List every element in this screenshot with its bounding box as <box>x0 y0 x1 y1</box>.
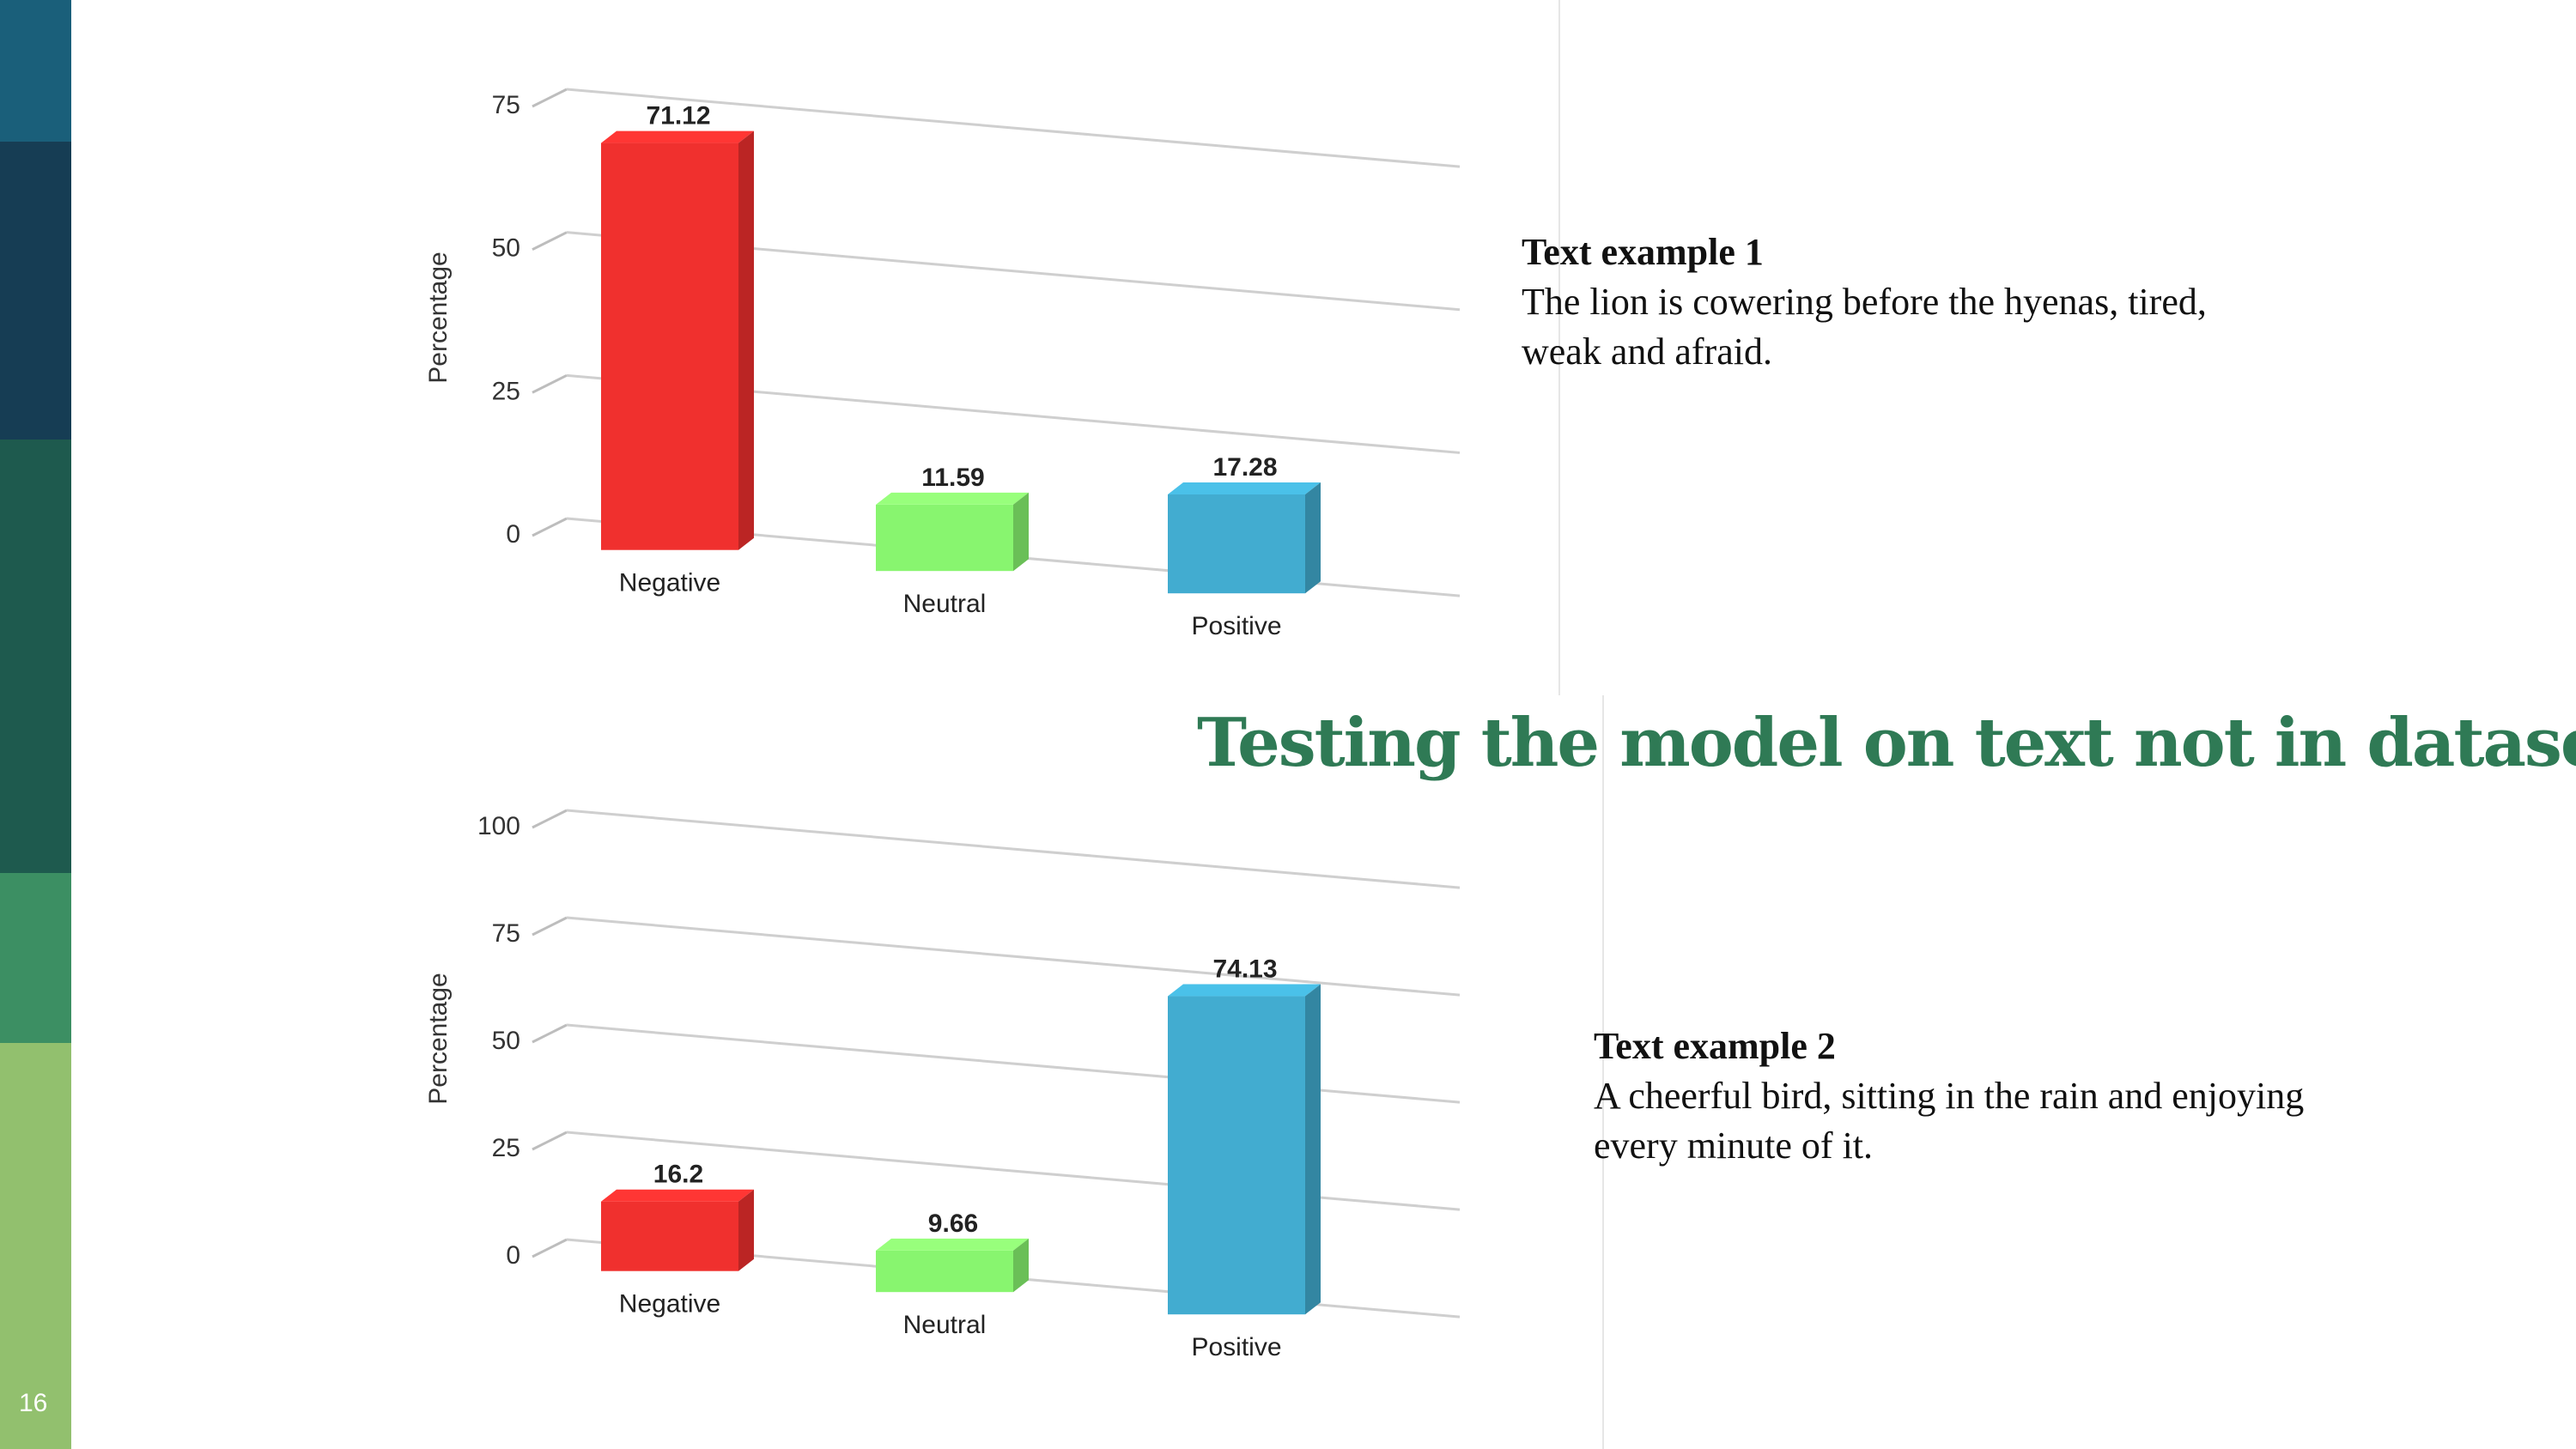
y-tick-label: 75 <box>492 91 520 119</box>
bar-top <box>601 130 754 143</box>
sidebar-stripe: 16 <box>0 0 71 1449</box>
grid-connector <box>532 88 568 108</box>
example-text: A cheerful bird, sitting in the rain and… <box>1594 1075 2305 1167</box>
y-axis-label: Percentage <box>424 973 453 1104</box>
bar-negative: 16.2 Negative <box>601 1161 754 1319</box>
text-example-2: Text example 2 A cheerful bird, sitting … <box>1594 1022 2349 1171</box>
bar-negative: 71.12 Negative <box>601 102 754 597</box>
y-tick-label: 75 <box>492 919 520 948</box>
bar-top <box>876 492 1029 505</box>
grid-line <box>566 1023 1461 1104</box>
x-tick-label: Negative <box>619 1290 720 1319</box>
bar-top <box>1168 984 1321 997</box>
bar-side <box>1305 984 1321 1315</box>
grid-line <box>566 809 1461 889</box>
bar-neutral: 11.59 Neutral <box>876 464 1029 618</box>
y-tick-label: 100 <box>477 812 520 840</box>
separator-line <box>1558 0 1560 695</box>
grid-line <box>566 88 1461 168</box>
bar-side <box>738 130 754 550</box>
slide-title: Testing the model on text not in dataset <box>1197 704 2576 782</box>
sidebar-segment <box>0 873 71 1043</box>
bar-neutral: 9.66 Neutral <box>876 1210 1029 1339</box>
grid-connector <box>532 231 568 252</box>
bar-top <box>601 1189 754 1202</box>
sidebar-segment <box>0 0 71 142</box>
example-heading: Text example 2 <box>1594 1025 1836 1067</box>
bar-front <box>1168 494 1305 594</box>
grid-line-group: 75 <box>492 916 1461 997</box>
example-text: The lion is cowering before the hyenas, … <box>1522 281 2207 373</box>
x-tick-label: Positive <box>1191 612 1281 640</box>
grid-connector <box>532 916 568 937</box>
sentiment-chart-2: 0 25 50 75 100 Percentage 16.2 Negative 9.66 Neut… <box>424 809 1461 1361</box>
x-tick-label: Neutral <box>903 1311 987 1339</box>
y-tick-label: 0 <box>506 1241 520 1270</box>
grid-connector <box>532 1131 568 1151</box>
y-tick-label: 0 <box>506 520 520 549</box>
bar-front <box>876 504 1013 572</box>
bar-side <box>1013 1238 1029 1293</box>
slide-number: 16 <box>19 1389 48 1417</box>
bar-top <box>1168 482 1321 494</box>
grid-connector <box>532 809 568 829</box>
bar-side <box>1013 492 1029 572</box>
y-axis-label: Percentage <box>424 252 453 383</box>
y-tick-label: 25 <box>492 1134 520 1162</box>
grid-connector <box>532 373 568 394</box>
sidebar-segment <box>0 142 71 440</box>
separator-line <box>1602 695 1604 1449</box>
x-tick-label: Neutral <box>903 590 987 618</box>
bar-positive: 74.13 Positive <box>1168 955 1321 1361</box>
grid-line-group: 75 <box>492 88 1461 168</box>
bar-value-label: 74.13 <box>1212 955 1277 984</box>
bar-positive: 17.28 Positive <box>1168 453 1321 640</box>
grid-line <box>566 916 1461 997</box>
sidebar-segment <box>0 1043 71 1449</box>
x-tick-label: Positive <box>1191 1333 1281 1361</box>
bar-front <box>1168 996 1305 1315</box>
sentiment-chart-1: 0 25 50 75 Percentage 71.12 Negative 11.59 Neutr… <box>424 88 1461 640</box>
text-example-1: Text example 1 The lion is cowering befo… <box>1522 227 2277 377</box>
bar-front <box>876 1250 1013 1293</box>
x-tick-label: Negative <box>619 569 720 597</box>
y-tick-label: 25 <box>492 377 520 405</box>
bar-side <box>738 1189 754 1271</box>
bar-side <box>1305 482 1321 594</box>
grid-line-group: 100 <box>477 809 1461 889</box>
y-tick-label: 50 <box>492 1027 520 1055</box>
bar-value-label: 16.2 <box>653 1161 703 1189</box>
grid-connector <box>532 1023 568 1044</box>
bar-front <box>601 142 738 550</box>
grid-connector <box>532 517 568 537</box>
bar-front <box>601 1201 738 1271</box>
grid-connector <box>532 1238 568 1258</box>
bar-top <box>876 1238 1029 1251</box>
bar-value-label: 11.59 <box>921 464 984 492</box>
sidebar-segment <box>0 440 71 873</box>
example-heading: Text example 1 <box>1522 231 1764 273</box>
bar-value-label: 9.66 <box>928 1210 978 1238</box>
bar-value-label: 17.28 <box>1212 453 1277 482</box>
bar-value-label: 71.12 <box>646 102 710 130</box>
y-tick-label: 50 <box>492 234 520 263</box>
